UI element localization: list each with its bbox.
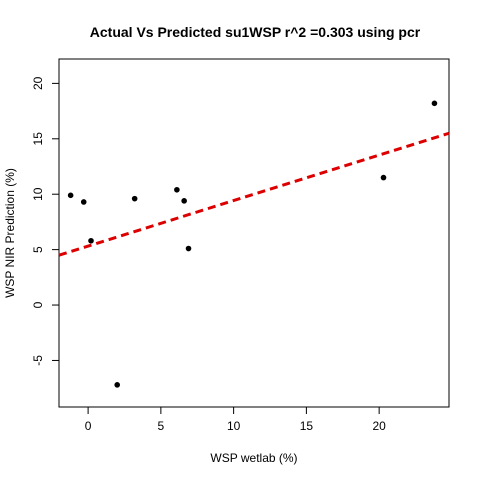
- y-tick-label: 0: [31, 301, 45, 308]
- data-point: [185, 245, 192, 252]
- y-axis: -5 0 5 10 15 20: [31, 76, 60, 366]
- data-point: [380, 174, 387, 181]
- x-tick-label: 0: [85, 419, 92, 433]
- regression-line: [58, 131, 450, 257]
- data-point: [174, 186, 180, 193]
- chart-title: Actual Vs Predicted su1WSP r^2 =0.303 us…: [90, 24, 421, 40]
- data-point: [181, 198, 187, 204]
- x-tick-label: 20: [372, 419, 386, 433]
- x-axis: 0 5 10 15 20: [85, 406, 386, 433]
- data-point: [431, 100, 438, 107]
- data-point: [88, 237, 94, 244]
- data-points: [67, 100, 438, 388]
- x-tick-label: 5: [158, 419, 165, 433]
- y-tick-label: -5: [31, 355, 45, 366]
- y-axis-label: WSP NIR Prediction (%): [3, 168, 17, 298]
- x-axis-label: WSP wetlab (%): [210, 451, 297, 465]
- y-tick-label: 5: [31, 246, 45, 253]
- x-tick-label: 10: [227, 419, 241, 433]
- y-tick-label: 20: [31, 76, 45, 90]
- data-point: [114, 382, 121, 388]
- fit-line-group: [58, 131, 450, 257]
- data-point: [80, 199, 87, 205]
- data-point: [67, 192, 74, 199]
- y-tick-label: 15: [31, 132, 45, 146]
- y-tick-label: 10: [31, 187, 45, 201]
- x-tick-label: 15: [300, 419, 314, 433]
- data-point: [131, 195, 138, 202]
